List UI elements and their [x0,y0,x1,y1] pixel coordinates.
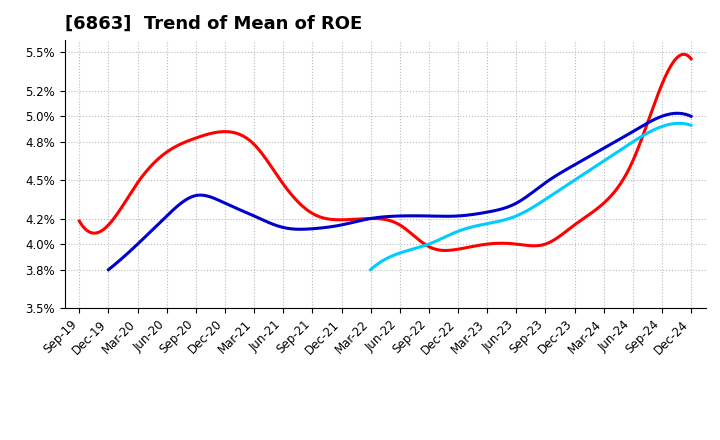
3 Years [687,56,696,62]
Line: 7 Years: 7 Years [371,123,691,270]
3 Years [679,51,688,57]
7 Years [675,121,683,126]
7 Years [471,224,480,229]
7 Years [687,123,696,128]
5 Years [294,227,302,232]
3 Years [521,242,530,248]
5 Years [174,202,183,208]
3 Years [518,242,527,248]
5 Years [335,223,343,228]
Text: [6863]  Trend of Mean of ROE: [6863] Trend of Mean of ROE [65,15,362,33]
7 Years [405,248,413,253]
5 Years [104,267,113,272]
5 Years [525,192,534,198]
7 Years [366,267,375,272]
3 Years [148,161,157,167]
3 Years [441,248,450,253]
Line: 3 Years: 3 Years [79,54,691,250]
5 Years [471,212,480,217]
7 Years [568,179,577,184]
3 Years [75,218,84,224]
3 Years [462,245,470,250]
3 Years [318,215,326,220]
5 Years [528,190,536,195]
3 Years [274,175,283,180]
7 Years [598,160,606,165]
Line: 5 Years: 5 Years [109,113,691,270]
5 Years [674,110,683,116]
5 Years [687,114,696,119]
7 Years [599,158,608,164]
7 Years [493,219,502,224]
